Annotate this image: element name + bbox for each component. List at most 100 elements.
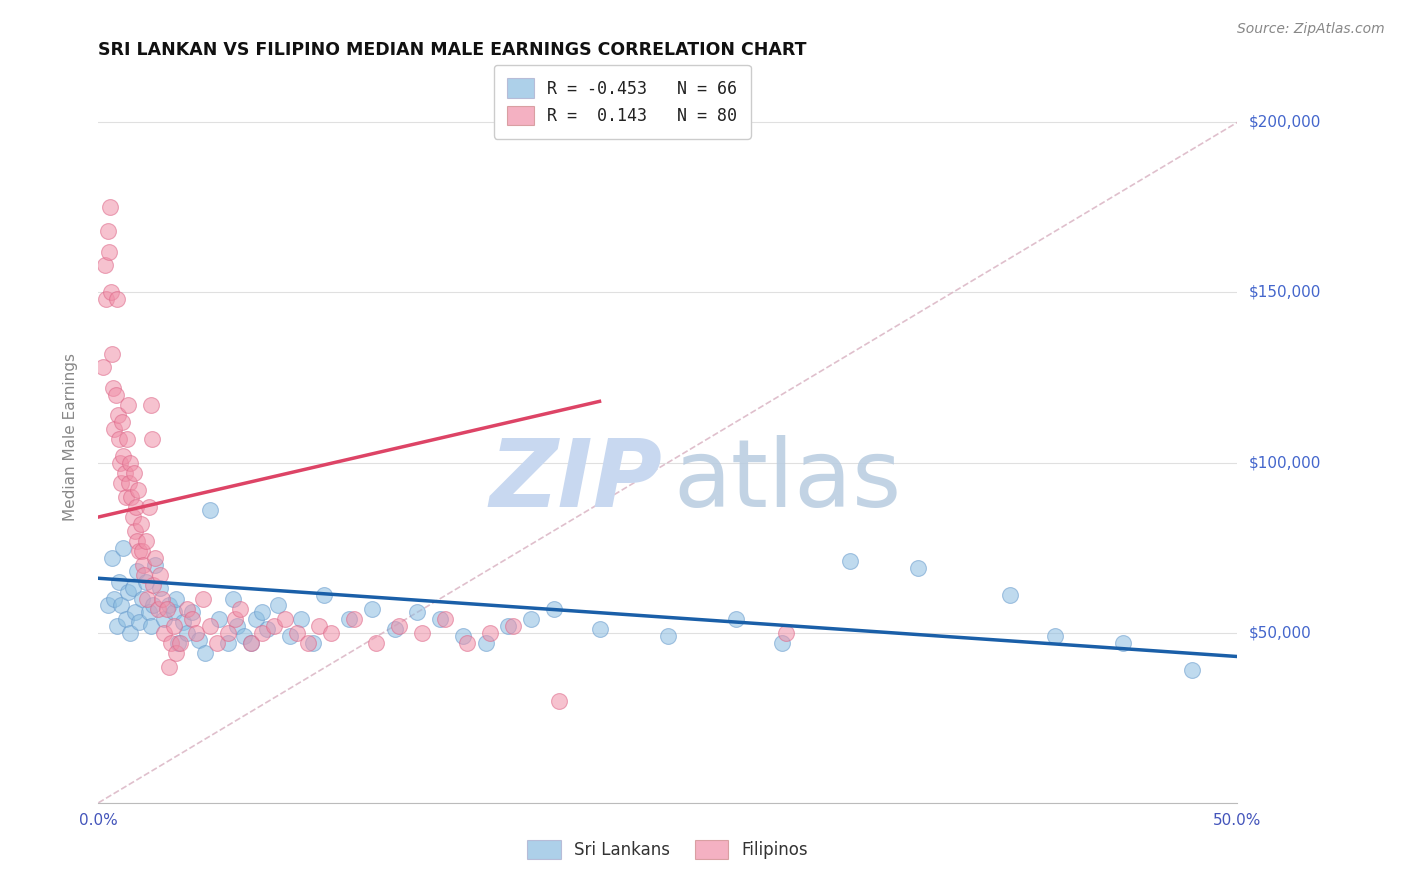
Point bbox=[111, 415, 134, 429]
Point bbox=[366, 636, 388, 650]
Point bbox=[187, 632, 209, 647]
Point bbox=[142, 578, 165, 592]
Point bbox=[193, 591, 215, 606]
Point bbox=[222, 591, 245, 606]
Point bbox=[124, 524, 146, 538]
Point bbox=[502, 619, 524, 633]
Point bbox=[139, 619, 162, 633]
Point bbox=[150, 591, 173, 606]
Point bbox=[308, 619, 330, 633]
Point bbox=[114, 466, 136, 480]
Point bbox=[451, 629, 474, 643]
Point bbox=[114, 612, 136, 626]
Point bbox=[342, 612, 364, 626]
Point bbox=[301, 636, 323, 650]
Point bbox=[105, 619, 128, 633]
Point bbox=[94, 258, 117, 272]
Point bbox=[312, 588, 335, 602]
Point bbox=[96, 599, 118, 613]
Point bbox=[135, 533, 157, 548]
Point bbox=[263, 619, 285, 633]
Point bbox=[115, 432, 138, 446]
Point bbox=[186, 625, 208, 640]
Point bbox=[285, 625, 308, 640]
Point bbox=[657, 629, 679, 643]
Point bbox=[91, 360, 114, 375]
Point bbox=[1043, 629, 1066, 643]
Point bbox=[149, 582, 172, 596]
Point bbox=[118, 475, 141, 490]
Point bbox=[498, 619, 520, 633]
Point bbox=[240, 636, 263, 650]
Point bbox=[252, 605, 274, 619]
Point bbox=[108, 574, 131, 589]
Point bbox=[127, 565, 149, 579]
Point bbox=[129, 516, 152, 531]
Point bbox=[252, 625, 274, 640]
Point bbox=[429, 612, 451, 626]
Point bbox=[103, 421, 125, 435]
Point bbox=[839, 554, 862, 568]
Point bbox=[97, 244, 120, 259]
Point bbox=[121, 582, 143, 596]
Point bbox=[105, 293, 128, 307]
Point bbox=[139, 398, 162, 412]
Point bbox=[145, 558, 167, 572]
Point bbox=[146, 602, 169, 616]
Point bbox=[110, 599, 132, 613]
Point bbox=[112, 541, 135, 555]
Point bbox=[543, 602, 565, 616]
Point bbox=[128, 615, 150, 630]
Y-axis label: Median Male Earnings: Median Male Earnings bbox=[63, 353, 77, 521]
Text: Source: ZipAtlas.com: Source: ZipAtlas.com bbox=[1237, 22, 1385, 37]
Text: ZIP: ZIP bbox=[489, 435, 662, 527]
Point bbox=[479, 625, 502, 640]
Point bbox=[205, 636, 228, 650]
Point bbox=[240, 636, 263, 650]
Point bbox=[290, 612, 312, 626]
Point bbox=[162, 605, 184, 619]
Point bbox=[145, 550, 167, 565]
Point bbox=[136, 591, 159, 606]
Point bbox=[103, 591, 125, 606]
Point bbox=[157, 599, 180, 613]
Point bbox=[245, 612, 267, 626]
Point bbox=[198, 503, 221, 517]
Point bbox=[104, 387, 127, 401]
Point bbox=[110, 475, 132, 490]
Point bbox=[411, 625, 433, 640]
Point bbox=[108, 456, 131, 470]
Point bbox=[388, 619, 411, 633]
Point bbox=[127, 533, 149, 548]
Point bbox=[117, 398, 139, 412]
Point bbox=[198, 619, 221, 633]
Point bbox=[157, 659, 180, 673]
Point bbox=[127, 483, 149, 497]
Point bbox=[725, 612, 748, 626]
Point bbox=[101, 347, 124, 361]
Point bbox=[135, 574, 157, 589]
Point bbox=[120, 490, 142, 504]
Point bbox=[360, 602, 382, 616]
Point bbox=[337, 612, 360, 626]
Point bbox=[208, 612, 231, 626]
Point bbox=[160, 636, 183, 650]
Point bbox=[217, 625, 239, 640]
Point bbox=[319, 625, 342, 640]
Point bbox=[228, 602, 250, 616]
Point bbox=[128, 544, 150, 558]
Point bbox=[433, 612, 456, 626]
Point bbox=[278, 629, 301, 643]
Point bbox=[100, 285, 122, 300]
Point bbox=[267, 599, 290, 613]
Point bbox=[122, 466, 145, 480]
Point bbox=[131, 544, 153, 558]
Point bbox=[233, 629, 256, 643]
Point bbox=[167, 636, 190, 650]
Point bbox=[153, 612, 176, 626]
Point bbox=[224, 612, 246, 626]
Point bbox=[120, 625, 142, 640]
Point bbox=[98, 201, 121, 215]
Point bbox=[406, 605, 429, 619]
Point bbox=[180, 605, 202, 619]
